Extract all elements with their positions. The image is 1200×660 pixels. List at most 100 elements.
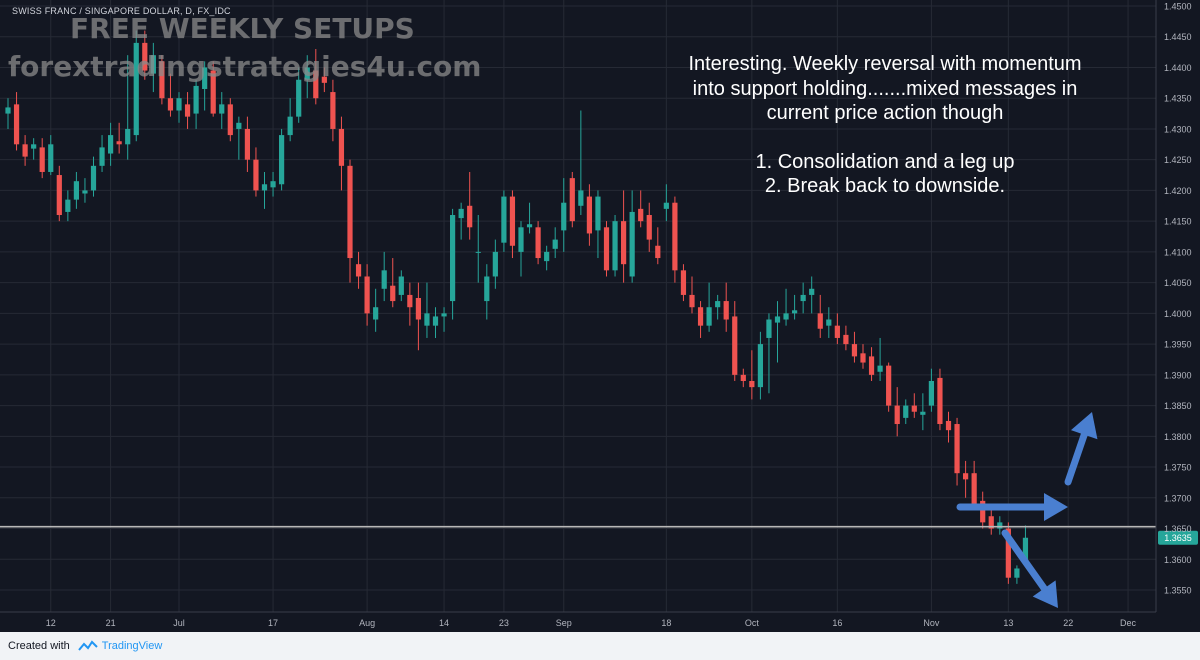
candle[interactable]	[586, 184, 592, 246]
candle[interactable]	[279, 128, 285, 191]
candle[interactable]	[236, 116, 242, 160]
candle[interactable]	[672, 196, 678, 283]
candle[interactable]	[723, 282, 729, 332]
candle[interactable]	[39, 138, 45, 179]
candle[interactable]	[945, 411, 952, 443]
candle[interactable]	[920, 393, 926, 431]
candle[interactable]	[364, 264, 370, 326]
candle[interactable]	[535, 221, 541, 265]
candle[interactable]	[826, 307, 832, 338]
candle[interactable]	[894, 387, 900, 437]
candlestick-chart[interactable]: 1.3635 1.45001.44501.44001.43501.43001.4…	[0, 0, 1200, 632]
candle[interactable]	[843, 325, 849, 351]
candle[interactable]	[509, 190, 516, 259]
candle[interactable]	[150, 42, 156, 93]
candle[interactable]	[655, 227, 661, 265]
candle[interactable]	[125, 55, 131, 160]
candle[interactable]	[715, 294, 721, 320]
candle[interactable]	[321, 67, 327, 93]
candle[interactable]	[475, 215, 481, 283]
candle[interactable]	[193, 79, 199, 129]
candle[interactable]	[903, 399, 909, 425]
candle[interactable]	[612, 215, 618, 277]
candle[interactable]	[458, 202, 464, 240]
candle[interactable]	[757, 331, 763, 400]
candle[interactable]	[492, 239, 498, 289]
candle[interactable]	[108, 122, 114, 166]
candle[interactable]	[868, 347, 875, 381]
candle[interactable]	[424, 282, 430, 338]
candle[interactable]	[330, 79, 336, 142]
candle[interactable]	[971, 460, 977, 511]
candle[interactable]	[313, 49, 319, 105]
candle[interactable]	[997, 516, 1003, 535]
candle[interactable]	[202, 61, 208, 111]
candle[interactable]	[603, 221, 610, 277]
candle[interactable]	[783, 288, 789, 326]
candle[interactable]	[116, 122, 122, 154]
candle[interactable]	[270, 171, 276, 197]
candle[interactable]	[621, 190, 627, 283]
candle[interactable]	[210, 61, 216, 117]
candle[interactable]	[13, 92, 20, 151]
candle[interactable]	[749, 350, 755, 400]
candle[interactable]	[706, 282, 712, 332]
candle[interactable]	[227, 98, 233, 142]
candle[interactable]	[954, 417, 960, 486]
candle[interactable]	[22, 135, 28, 166]
candle[interactable]	[90, 156, 97, 197]
candle[interactable]	[407, 282, 413, 326]
candle[interactable]	[544, 245, 550, 271]
candle[interactable]	[851, 331, 858, 363]
candle[interactable]	[740, 368, 746, 388]
candle[interactable]	[578, 110, 584, 216]
candle[interactable]	[680, 264, 687, 302]
candle[interactable]	[142, 30, 148, 80]
candle[interactable]	[99, 135, 105, 172]
candle[interactable]	[355, 251, 362, 289]
candle[interactable]	[518, 221, 524, 277]
candle[interactable]	[732, 301, 738, 381]
candle[interactable]	[390, 258, 396, 308]
candle[interactable]	[501, 190, 507, 252]
candle[interactable]	[638, 190, 644, 228]
candle[interactable]	[800, 282, 806, 314]
candle[interactable]	[663, 184, 669, 222]
candle[interactable]	[159, 55, 165, 105]
candle[interactable]	[561, 178, 567, 252]
candle[interactable]	[219, 92, 225, 129]
candle[interactable]	[689, 276, 695, 314]
candle[interactable]	[595, 190, 601, 259]
candle[interactable]	[792, 294, 798, 320]
candle[interactable]	[167, 73, 174, 117]
candle[interactable]	[526, 202, 533, 234]
candle[interactable]	[82, 178, 88, 203]
candle[interactable]	[911, 393, 917, 418]
candle[interactable]	[373, 288, 379, 332]
candle[interactable]	[244, 116, 250, 172]
candle[interactable]	[432, 307, 439, 338]
candle[interactable]	[569, 171, 575, 228]
candle[interactable]	[381, 251, 387, 302]
candle[interactable]	[415, 282, 421, 351]
candle[interactable]	[484, 264, 490, 320]
candle[interactable]	[73, 171, 79, 209]
candle[interactable]	[338, 116, 345, 191]
candle-series[interactable]	[5, 30, 1029, 584]
candle[interactable]	[886, 362, 892, 412]
candle[interactable]	[48, 135, 54, 176]
candle[interactable]	[261, 171, 268, 209]
candle[interactable]	[184, 92, 191, 129]
candle[interactable]	[296, 67, 302, 123]
tradingview-link[interactable]: TradingView	[101, 640, 163, 652]
candle[interactable]	[347, 159, 353, 283]
candle[interactable]	[877, 337, 883, 381]
candle[interactable]	[937, 368, 943, 431]
candle[interactable]	[253, 147, 259, 197]
candle[interactable]	[133, 30, 139, 142]
candle[interactable]	[304, 55, 310, 99]
candle[interactable]	[963, 460, 969, 498]
candle[interactable]	[697, 301, 704, 338]
candle[interactable]	[56, 165, 62, 222]
tradingview-logo-icon[interactable]	[77, 640, 98, 652]
